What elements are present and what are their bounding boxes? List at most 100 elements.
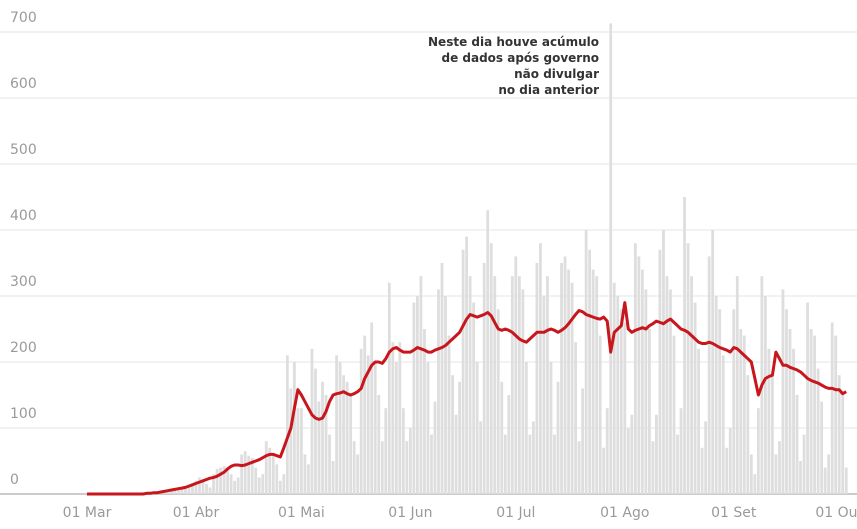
bar [482,263,486,494]
bar [363,335,367,494]
bar [693,302,697,494]
bar [567,269,570,494]
bar [479,421,483,494]
bar [285,355,289,494]
bar [841,395,845,494]
bar [697,348,701,494]
bar [384,408,388,494]
bar [229,474,233,494]
bar [268,447,272,494]
bar [718,309,722,494]
bar [338,362,342,494]
annotation: Neste dia houve acúmulo [428,35,599,49]
bar [345,381,349,494]
bar [173,488,177,494]
bar [215,468,219,494]
bar [728,428,732,494]
bar [820,401,824,494]
bar [303,454,307,494]
bar [292,362,296,494]
bar [532,421,535,494]
bar [451,375,454,494]
bar [528,434,532,494]
bar [626,428,630,494]
bar [254,467,258,494]
bar [823,467,827,494]
x-tick-label: 01 Jun [388,505,432,521]
bar [187,484,191,494]
bar [408,428,412,494]
bar [619,309,623,494]
bar [588,249,592,494]
bar [746,375,750,494]
bar [553,434,556,494]
bar [257,477,261,494]
bar [423,329,426,494]
bar [683,197,686,494]
x-tick-label: 01 Jul [496,505,535,521]
bar [721,355,725,494]
bar [191,483,194,494]
bar [264,441,268,494]
bar [426,362,430,494]
bar [792,348,795,494]
bar [827,454,831,494]
bar [662,230,665,494]
bar [222,466,226,494]
bar [549,362,553,494]
bar [300,408,303,494]
y-tick-label: 300 [10,274,37,290]
bar [461,249,465,494]
bar [437,289,440,494]
bar [844,467,848,494]
bar [180,488,184,494]
bar [370,322,374,494]
x-tick-label: 01 Mai [278,505,325,521]
line [87,301,847,496]
bar [595,276,599,494]
bar [771,375,774,494]
y-tick-label: 100 [10,406,37,422]
bar [496,309,500,494]
bar [802,434,806,494]
bar [243,451,247,494]
bar [419,276,423,494]
bar [405,441,409,494]
bar [778,441,781,494]
bar [278,480,282,494]
bar [732,309,736,494]
bar [275,464,279,494]
bar [809,329,813,494]
y-tick-label: 500 [10,142,37,158]
bar [352,441,356,494]
bar [391,342,395,494]
bar [690,276,693,494]
bar [644,289,648,494]
bar [799,461,802,494]
bar [416,296,419,494]
bar [711,230,715,494]
bar [510,276,514,494]
bar [247,455,251,494]
bar [725,447,729,494]
bar [560,263,563,494]
bar [236,477,240,494]
bar [539,243,542,494]
bar [447,335,451,494]
bar [630,414,634,494]
bar [767,348,771,494]
bar [219,467,222,494]
bar [546,276,549,494]
bar [468,276,472,494]
bar [665,276,669,494]
bar [314,368,317,494]
bar [514,256,518,494]
bar [240,454,244,494]
y-tick-label: 700 [10,10,37,26]
bar [524,362,528,494]
bar [430,434,433,494]
bar [753,474,757,494]
bar [176,487,180,494]
bar [317,401,321,494]
